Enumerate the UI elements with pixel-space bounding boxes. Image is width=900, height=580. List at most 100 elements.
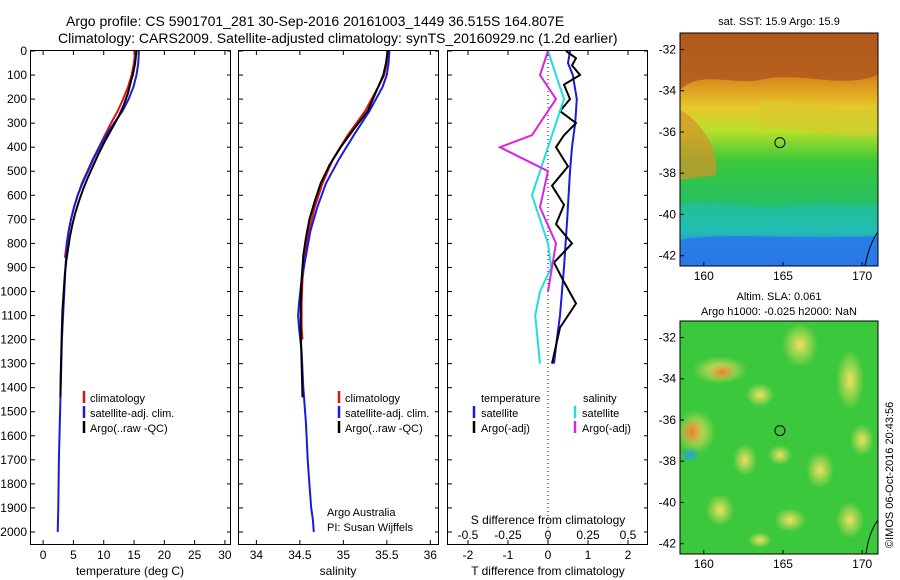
depth-tick-label: 1200 [0, 333, 27, 347]
series-line-temperature-argo-adj- [550, 50, 582, 364]
t-tick-label: 1 [585, 548, 592, 562]
depth-tick-label: 800 [7, 236, 27, 250]
map-y-tick-label: -40 [659, 495, 677, 509]
map-y-tick-label: -32 [659, 42, 677, 56]
x-tick-label: 35.5 [375, 548, 399, 562]
legend-heading-salinity: salinity [583, 393, 617, 405]
map-y-tick-label: -38 [659, 166, 677, 180]
depth-tick-label: 500 [7, 164, 27, 178]
series-line-temperature-satellite [553, 50, 578, 364]
sla-map-title-line1: Altim. SLA: 0.061 [737, 291, 822, 303]
series-line-salinity-satellite [530, 50, 566, 364]
x-tick-label: 25 [188, 548, 202, 562]
temperature-panel-frame [30, 50, 231, 545]
map-y-tick-label: -42 [659, 249, 677, 263]
difference-xlabel-t: T difference from climatology [471, 564, 625, 578]
x-tick-label: 34 [250, 548, 264, 562]
legend-label-s-satellite: satellite [582, 408, 619, 420]
sla-map-title-line2: Argo h1000: -0.025 h2000: NaN [701, 306, 857, 318]
legend-label-t-argo: Argo(-adj) [481, 423, 530, 435]
sst-map-image [680, 33, 878, 266]
depth-tick-label: 1900 [0, 501, 27, 515]
depth-tick-label: 700 [7, 212, 27, 226]
salinity-plot: 34 34.5 35 35.5 36 [239, 50, 439, 562]
x-tick-label: 35 [337, 548, 351, 562]
legend-label-satellite: satellite-adj. clim. [345, 408, 429, 420]
depth-tick-label: 1500 [0, 405, 27, 419]
map-x-tick-label: 170 [852, 269, 872, 283]
depth-tick-label: 100 [7, 68, 27, 82]
series-line-climatology [63, 50, 137, 258]
figure-title-line1: Argo profile: CS 5901701_281 30-Sep-2016… [66, 13, 564, 29]
map-y-tick-label: -34 [659, 84, 677, 98]
imos-timestamp: ©IMOS 06-Oct-2016 20:43:56 [884, 402, 896, 548]
legend-label-s-argo: Argo(-adj) [582, 423, 631, 435]
x-tick-label: 0 [40, 548, 47, 562]
x-tick-label: 34.5 [288, 548, 312, 562]
depth-tick-label: 0 [20, 44, 27, 58]
difference-panel-frame [447, 50, 648, 545]
x-tick-label: 30 [218, 548, 232, 562]
depth-axis-labels: 0 100 200 300 400 500 600 700 800 900 1000 1100 1200… [0, 44, 27, 539]
argo-location-marker [774, 425, 786, 437]
salinity-xlabel: salinity [320, 564, 357, 578]
salinity-panel-frame [238, 50, 439, 545]
map-x-tick-label: 170 [852, 557, 872, 571]
map-y-tick-label: -34 [659, 372, 677, 386]
s-tick-label: -0.5 [458, 528, 479, 542]
sla-map-frame [679, 320, 879, 555]
depth-tick-label: 1800 [0, 477, 27, 491]
depth-tick-label: 1400 [0, 381, 27, 395]
s-tick-label: 0 [545, 528, 552, 542]
temperature-xlabel: temperature (deg C) [76, 564, 184, 578]
s-tick-label: 0.5 [620, 528, 637, 542]
depth-tick-label: 1000 [0, 284, 27, 298]
s-tick-label: 0.25 [576, 528, 600, 542]
map-x-tick-label: 160 [694, 557, 714, 571]
t-tick-label: 2 [625, 548, 632, 562]
t-tick-label: -1 [503, 548, 514, 562]
sst-map-axes: 160 165 170 -32 -34 -36 -38 -40 -42 [659, 42, 873, 283]
x-tick-label: 36 [424, 548, 438, 562]
map-y-tick-label: -36 [659, 413, 677, 427]
temperature-legend: climatology satellite-adj. clim. Argo(..… [82, 391, 174, 435]
map-y-tick-label: -40 [659, 207, 677, 221]
sst-map-frame [679, 32, 879, 267]
legend-heading-temperature: temperature [481, 393, 540, 405]
series-line-argo-raw-qc- [299, 50, 389, 398]
legend-label-argo: Argo(..raw -QC) [90, 423, 168, 435]
legend-label-satellite: satellite-adj. clim. [90, 408, 174, 420]
difference-plot: -2 -1 0 1 2 -0.5 -0.25 0 0.25 0.5 [448, 50, 648, 562]
x-tick-label: 20 [158, 548, 172, 562]
series-line-satellite-adj-clim- [56, 50, 140, 533]
difference-xlabel-s: S difference from climatology [471, 513, 626, 527]
temperature-plot: 0 5 10 15 20 25 30 [31, 50, 232, 562]
t-tick-label: 0 [545, 548, 552, 562]
depth-tick-label: 1700 [0, 453, 27, 467]
pi-text: PI: Susan Wijffels [327, 522, 413, 534]
legend-label-t-satellite: satellite [481, 408, 518, 420]
map-x-tick-label: 165 [773, 557, 793, 571]
series-line-salinity-argo-adj- [497, 50, 558, 292]
s-tick-label: -0.25 [494, 528, 522, 542]
map-x-tick-label: 165 [773, 269, 793, 283]
difference-legend: temperature satellite Argo(-adj) salinit… [472, 393, 631, 435]
map-y-tick-label: -38 [659, 454, 677, 468]
depth-tick-label: 1300 [0, 357, 27, 371]
x-tick-label: 15 [127, 548, 141, 562]
map-x-tick-label: 160 [694, 269, 714, 283]
legend-label-climatology: climatology [345, 393, 401, 405]
depth-tick-label: 1100 [1, 309, 27, 323]
x-tick-label: 10 [97, 548, 111, 562]
argo-location-marker [774, 137, 786, 149]
map-y-tick-label: -32 [659, 330, 677, 344]
salinity-legend: climatology satellite-adj. clim. Argo(..… [337, 391, 429, 435]
map-y-tick-label: -42 [659, 537, 677, 551]
map-y-tick-label: -36 [659, 125, 677, 139]
series-line-satellite-adj-clim- [297, 50, 391, 533]
depth-tick-label: 600 [7, 188, 27, 202]
legend-label-climatology: climatology [90, 393, 146, 405]
sst-map-title: sat. SST: 15.9 Argo: 15.9 [718, 16, 840, 28]
depth-tick-label: 200 [7, 92, 27, 106]
